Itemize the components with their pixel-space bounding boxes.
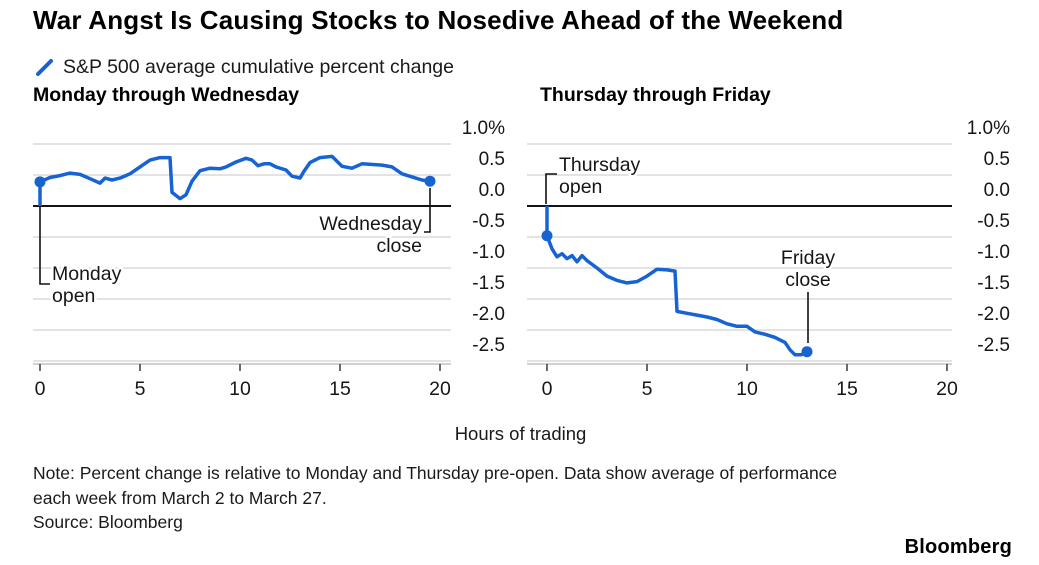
svg-text:Friday: Friday [781,247,835,269]
x-axis-title: Hours of trading [454,423,587,444]
svg-text:5: 5 [135,378,146,400]
svg-text:0: 0 [35,378,46,400]
svg-text:1.0%: 1.0% [967,118,1010,139]
svg-text:Thursday: Thursday [559,154,641,176]
svg-text:0.5: 0.5 [479,149,505,170]
svg-text:-1.0: -1.0 [472,242,505,263]
source-note: Source: Bloomberg [33,512,183,532]
footnote: Note: Percent change is relative to Mond… [33,463,838,509]
svg-text:-1.0: -1.0 [977,242,1010,263]
svg-text:open: open [52,285,95,307]
bloomberg-logo: Bloomberg [904,536,1012,558]
svg-text:-1.5: -1.5 [472,273,505,294]
svg-text:-2.0: -2.0 [472,304,505,325]
chart-panel-thu-fri: 1.0% 0.5 0.0 -0.5 -1.0 -1.5 -2.0 -2.5 0 5 10 15 20 Th… [527,118,1010,400]
svg-text:-2.5: -2.5 [472,335,505,356]
legend-line-marker-icon [36,59,53,76]
svg-text:1.0%: 1.0% [462,118,505,139]
chart-panel-mon-wed: 1.0% 0.5 0.0 -0.5 -1.0 -1.5 -2.0 -2.5 0 5 10 15 20 Mo… [33,118,505,400]
svg-text:-0.5: -0.5 [977,211,1010,232]
legend: S&P 500 average cumulative percent chang… [35,56,454,79]
svg-text:10: 10 [229,378,251,400]
svg-text:15: 15 [329,378,351,400]
svg-text:-2.0: -2.0 [977,304,1010,325]
svg-text:0.0: 0.0 [984,180,1010,201]
svg-text:-1.5: -1.5 [977,273,1010,294]
panel-title-mon-wed: Monday through Wednesday [33,84,300,106]
svg-text:open: open [559,176,602,198]
svg-text:0.5: 0.5 [984,149,1010,170]
panel-title-thu-fri: Thursday through Friday [540,84,771,106]
svg-text:10: 10 [736,378,758,400]
svg-text:Wednesday: Wednesday [319,213,422,235]
svg-text:15: 15 [836,378,858,400]
legend-label: S&P 500 average cumulative percent chang… [63,56,454,78]
svg-text:0: 0 [542,378,553,400]
svg-text:close: close [376,235,422,257]
svg-text:0.0: 0.0 [479,180,505,201]
svg-text:-0.5: -0.5 [472,211,505,232]
svg-text:20: 20 [429,378,451,400]
svg-text:-2.5: -2.5 [977,335,1010,356]
svg-text:20: 20 [936,378,958,400]
svg-text:Monday: Monday [52,263,122,285]
svg-text:close: close [785,269,831,291]
svg-text:5: 5 [642,378,653,400]
page-title: War Angst Is Causing Stocks to Nosedive … [33,5,844,35]
